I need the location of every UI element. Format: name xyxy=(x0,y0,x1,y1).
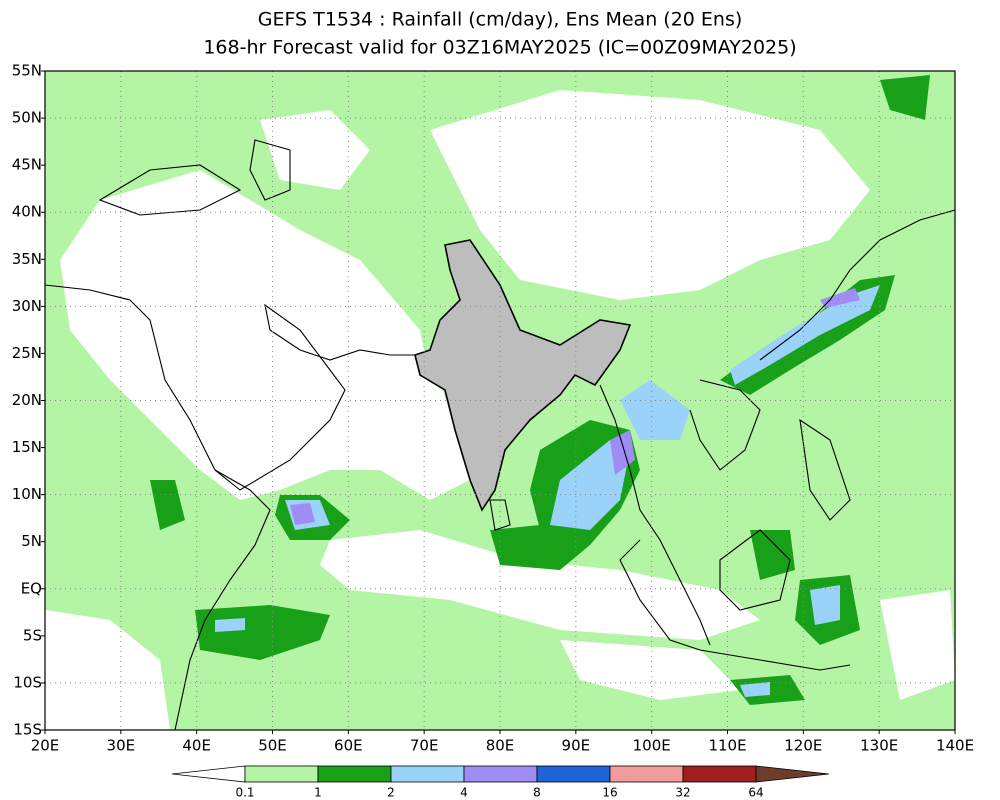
lat-label: 10S xyxy=(13,673,42,691)
title-line: 168-hr Forecast valid for 03Z16MAY2025 (… xyxy=(203,37,796,59)
lon-label: 40E xyxy=(182,737,211,755)
colorbar-label: 4 xyxy=(460,786,468,800)
colorbar-arrow xyxy=(171,765,246,783)
colorbar-label: 32 xyxy=(675,786,690,800)
lat-label: 20N xyxy=(12,391,42,409)
lon-label: 60E xyxy=(334,737,363,755)
lat-label: 15N xyxy=(12,438,42,456)
lon-label: 70E xyxy=(410,737,439,755)
colorbar-label: 64 xyxy=(748,786,763,800)
lon-label: 80E xyxy=(486,737,515,755)
colorbar: 0.1 1 2 4 8 16 32 64 xyxy=(171,765,830,800)
lat-label: 40N xyxy=(12,203,42,221)
rain-4-8cm xyxy=(290,288,860,525)
lat-label: 30N xyxy=(12,297,42,315)
colorbar-label: 1 xyxy=(314,786,322,800)
grid xyxy=(45,71,955,730)
lon-label: 120E xyxy=(784,737,822,755)
lat-label: 25N xyxy=(12,344,42,362)
lat-label: 45N xyxy=(12,156,42,174)
lat-label: 50N xyxy=(12,109,42,127)
colorbar-swatch xyxy=(536,765,611,783)
lat-label: EQ xyxy=(21,579,42,597)
lon-label: 20E xyxy=(31,737,60,755)
lat-label: 35N xyxy=(12,250,42,268)
lat-label: 55N xyxy=(12,62,42,80)
colorbar-swatch xyxy=(463,765,538,783)
colorbar-label: 16 xyxy=(602,786,617,800)
lon-label: 130E xyxy=(860,737,898,755)
lon-label: 30E xyxy=(107,737,136,755)
colorbar-label: 0.1 xyxy=(235,786,254,800)
lat-label: 5N xyxy=(21,532,42,550)
colorbar-swatch xyxy=(609,765,684,783)
india-outline xyxy=(414,239,632,512)
coastlines xyxy=(44,139,956,731)
lat-label: 15S xyxy=(13,721,42,739)
dry-areas xyxy=(45,90,955,730)
colorbar-label: 8 xyxy=(533,786,541,800)
map-panel xyxy=(44,70,956,731)
colorbar-arrow xyxy=(755,765,830,783)
axes-labels: 55N 50N 45N 40N 35N 30N 25N 20N 15N 10N 5N EQ 5S 10S 1… xyxy=(12,62,974,755)
colorbar-swatch xyxy=(317,765,392,783)
colorbar-label: 2 xyxy=(387,786,395,800)
title-line: GEFS T1534 : Rainfall (cm/day), Ens Mean… xyxy=(258,9,743,31)
lon-label: 50E xyxy=(258,737,287,755)
lon-label: 140E xyxy=(936,737,974,755)
colorbar-swatch xyxy=(682,765,757,783)
lon-label: 90E xyxy=(562,737,591,755)
lat-label: 10N xyxy=(12,485,42,503)
colorbar-swatch xyxy=(390,765,465,783)
lat-label: 5S xyxy=(23,626,42,644)
lon-label: 110E xyxy=(708,737,746,755)
lon-label: 100E xyxy=(633,737,671,755)
colorbar-swatch xyxy=(244,765,319,783)
